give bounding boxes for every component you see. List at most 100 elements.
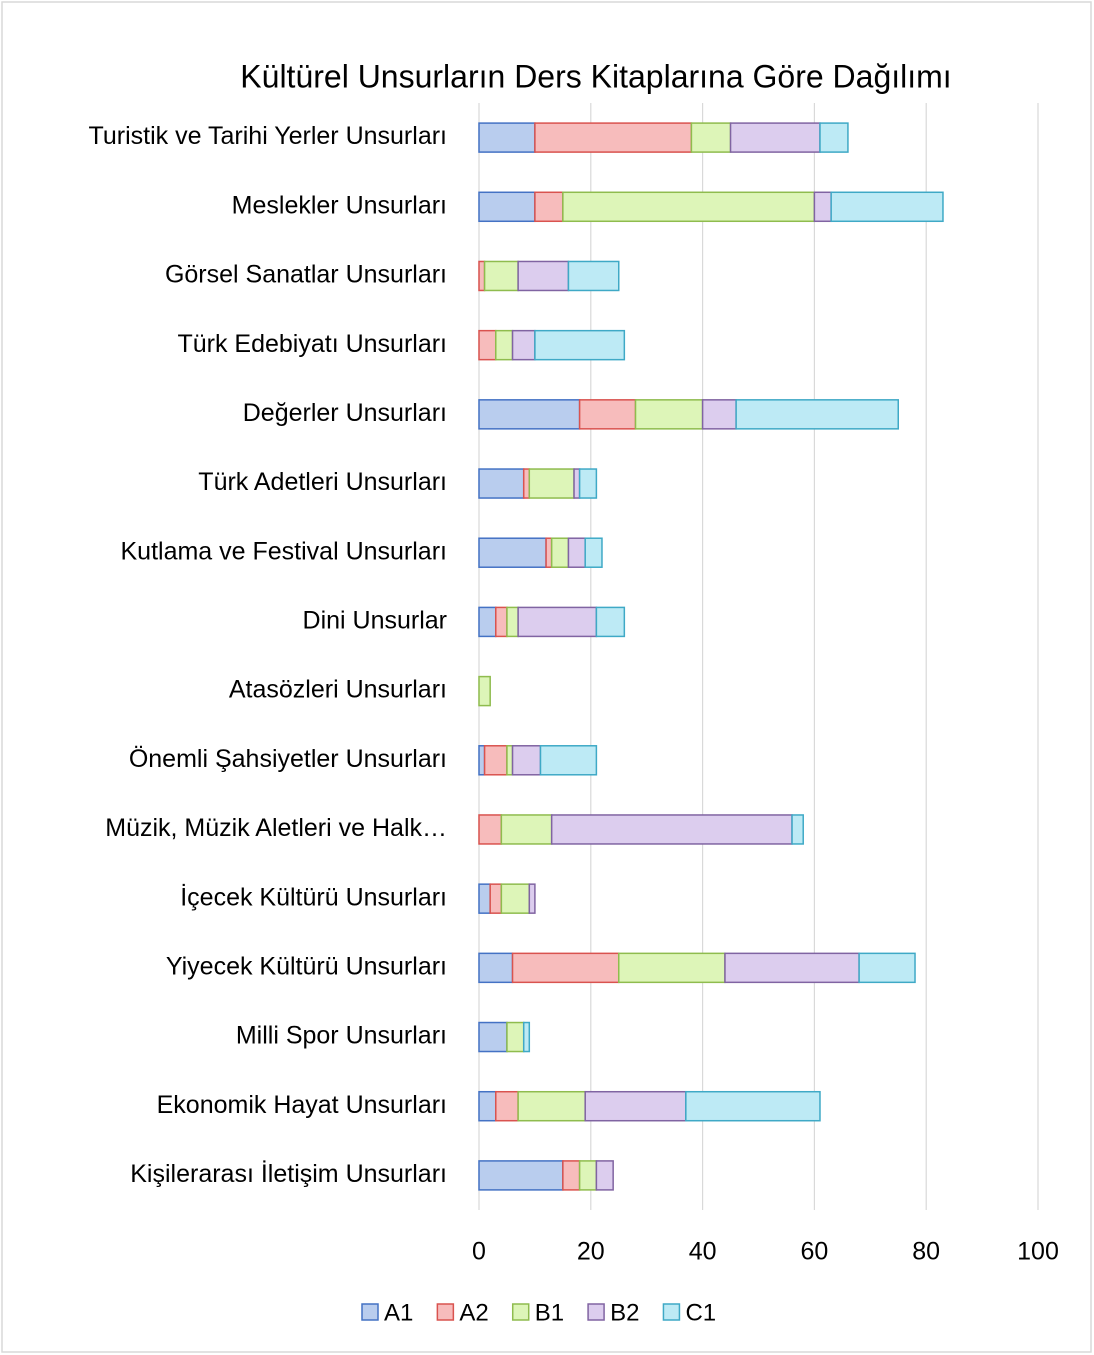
y-tick-label: İçecek Kültürü Unsurları (180, 882, 447, 911)
bar-segment (813, 191, 832, 223)
legend-label: A2 (459, 1299, 488, 1326)
bar-segment (618, 952, 726, 984)
bar-segment (495, 606, 508, 638)
bar-segment (701, 399, 737, 430)
bar-segment (500, 883, 531, 914)
bar-segment (567, 260, 620, 292)
bar-segment (506, 606, 519, 638)
bar-segment (830, 191, 944, 223)
y-tick-label: Değerler Unsurları (243, 399, 447, 427)
bar-segment (522, 468, 531, 499)
bar-segment (550, 537, 570, 568)
bar-segment (506, 1021, 525, 1053)
bar-segment (483, 745, 508, 776)
bar-segment (511, 952, 620, 984)
bar-segment (534, 329, 626, 361)
y-tick-label: Turistik ve Tarihi Yerler Unsurları (89, 122, 447, 150)
y-tick-label: Görsel Sanatlar Unsurları (165, 261, 447, 289)
y-tick-label: Dini Unsurlar (303, 607, 447, 635)
y-tick-label: Milli Spor Unsurları (236, 1022, 447, 1050)
bar-segment (478, 1160, 564, 1191)
bar-segment (478, 537, 547, 568)
bar-segment (534, 122, 693, 153)
x-tick-label: 100 (1017, 1238, 1059, 1266)
bar-segment (478, 122, 536, 153)
bar-segment (478, 952, 514, 984)
chart-title: Kültürel Unsurların Ders Kitaplarına Gör… (240, 58, 951, 94)
bar-segment (578, 468, 598, 499)
y-tick-label: Meslekler Unsurları (232, 191, 447, 219)
bar-segment (478, 191, 536, 223)
bar-segment (562, 1160, 581, 1191)
bar-segment (858, 952, 916, 984)
y-tick-label: Kişilerarası İletişim Unsurları (130, 1159, 447, 1188)
bar-segment (584, 537, 603, 568)
bar-segment (550, 814, 793, 845)
bar-segment (562, 191, 816, 223)
bar-segment (495, 1090, 519, 1122)
bar-segment (578, 1160, 598, 1191)
bar-segment (517, 260, 570, 292)
y-tick-label: Atasözleri Unsurları (229, 676, 447, 704)
bar-segment (478, 1090, 497, 1122)
y-tick-label: Türk Adetleri Unsurları (198, 468, 447, 496)
y-tick-label: Müzik, Müzik Aletleri ve Halk… (105, 814, 447, 842)
bar-segment (584, 1090, 687, 1122)
x-tick-label: 20 (577, 1238, 605, 1266)
y-tick-label: Önemli Şahsiyetler Unsurları (129, 745, 447, 773)
bar-segment (495, 329, 514, 361)
bar-segment (595, 1160, 614, 1191)
bar-segment (595, 606, 626, 638)
bar-segment (478, 675, 491, 707)
bar-segment (690, 122, 732, 153)
legend-swatch (662, 1303, 681, 1321)
bar-segment (685, 1090, 821, 1122)
x-tick-label: 60 (800, 1238, 828, 1266)
bar-segment (729, 122, 821, 153)
legend-swatch (511, 1303, 530, 1321)
bar-segment (478, 260, 486, 292)
bar-segment (517, 606, 598, 638)
bar-segment (528, 468, 575, 499)
legend-swatch (587, 1303, 605, 1321)
y-tick-label: Türk Edebiyatı Unsurları (177, 330, 447, 358)
bar-segment (511, 329, 536, 361)
bar-segment (735, 399, 900, 430)
bar-segment (634, 399, 704, 430)
legend-swatch (436, 1303, 455, 1321)
bar-segment (478, 745, 486, 776)
bar-segment (539, 745, 598, 776)
legend-label: A1 (384, 1299, 413, 1326)
bar-segment (500, 814, 553, 845)
bar-segment (819, 122, 849, 153)
bar-segment (483, 260, 519, 292)
legend-swatch (361, 1303, 379, 1321)
bar-segment (522, 1021, 531, 1053)
y-tick-label: Ekonomik Hayat Unsurları (157, 1091, 447, 1119)
bar-segment (506, 745, 514, 776)
bar-segment (724, 952, 860, 984)
legend-label: B1 (535, 1299, 564, 1326)
bar-segment (478, 814, 503, 845)
bar-segment (573, 468, 581, 499)
bar-segment (511, 745, 542, 776)
legend-label: B2 (610, 1299, 639, 1326)
bar-segment (478, 329, 497, 361)
legend-label: C1 (685, 1299, 716, 1326)
bar-segment (478, 1021, 508, 1053)
bar-segment (791, 814, 804, 845)
x-tick-label: 40 (689, 1238, 717, 1266)
bar-segment (534, 191, 564, 223)
bar-segment (478, 606, 497, 638)
x-tick-label: 0 (472, 1238, 486, 1266)
bar-segment (567, 537, 586, 568)
bar-segment (545, 537, 553, 568)
bar-segment (528, 883, 536, 914)
bar-segment (489, 883, 503, 914)
bar-segment (478, 883, 491, 914)
bar-segment (578, 399, 637, 430)
bar-segment (478, 399, 581, 430)
y-tick-label: Kutlama ve Festival Unsurları (120, 537, 447, 565)
